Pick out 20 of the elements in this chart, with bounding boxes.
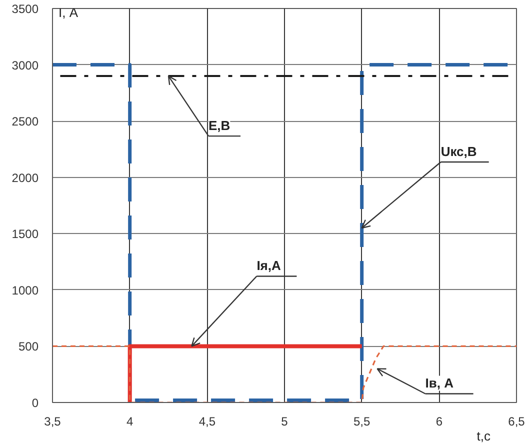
x-tick-label: 6: [436, 414, 443, 428]
y-tick-label: 500: [18, 340, 39, 354]
annotation: Iв, А: [425, 376, 454, 391]
y-tick-label: 3000: [12, 58, 39, 72]
annotation: Uкс,В: [440, 144, 477, 160]
x-axis-title: t,с: [476, 428, 491, 444]
x-tick-label: 3,5: [44, 414, 62, 428]
x-tick-label: 4,5: [198, 414, 216, 428]
y-tick-label: 2000: [12, 170, 39, 185]
y-tick-label: 2500: [12, 114, 39, 129]
annotation: Iя,А: [256, 258, 282, 274]
y-tick-label: 0: [32, 396, 39, 410]
y-tick-label: 3500: [12, 2, 39, 16]
y-tick-label: 1500: [12, 227, 39, 242]
y-tick-label: 1000: [12, 283, 39, 298]
x-tick-label: 6,5: [508, 414, 526, 428]
x-tick-label: 4: [126, 414, 134, 428]
annotation: Е,В: [208, 118, 230, 134]
x-tick-label: 5: [281, 414, 288, 428]
x-tick-label: 5,5: [353, 414, 370, 428]
